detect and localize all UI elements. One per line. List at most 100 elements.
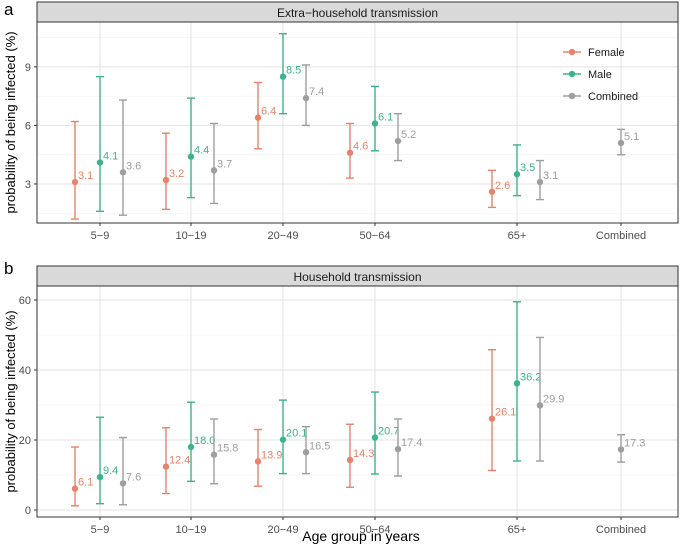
legend-label: Combined (588, 91, 638, 103)
point-combined (394, 137, 402, 145)
y-axis-title: probability of being infected (%) (3, 310, 18, 492)
panel-label: a (4, 0, 14, 19)
panel-title: Household transmission (293, 270, 421, 284)
point-combined (210, 451, 218, 458)
point-male (279, 73, 287, 80)
y-tick-label: 40 (19, 365, 31, 377)
point-combined (536, 178, 544, 186)
point-combined (302, 449, 310, 456)
legend: Female Male Combined (563, 47, 638, 103)
data-label: 36.2 (520, 371, 541, 383)
y-tick-label: 20 (19, 435, 31, 447)
data-label: 20.7 (378, 426, 399, 438)
data-label: 16.5 (309, 440, 330, 452)
point-female (488, 415, 496, 422)
panel-title: Extra−household transmission (277, 6, 438, 20)
x-tick-label: 20−49 (268, 230, 299, 242)
data-label: 7.4 (309, 86, 324, 98)
legend-key-combined-icon (568, 92, 576, 100)
legend-key-male-icon (568, 70, 576, 78)
data-label: 6.1 (78, 477, 93, 489)
point-male (513, 171, 521, 178)
data-label: 6.4 (261, 106, 276, 118)
point-combined (617, 139, 625, 147)
data-label: 4.6 (353, 141, 368, 153)
point-male (513, 380, 521, 387)
point-male (371, 434, 379, 441)
y-tick-label: 6 (25, 120, 31, 132)
data-label: 17.3 (624, 437, 645, 449)
x-tick-label: 50−64 (360, 230, 391, 242)
y-tick-label: 9 (25, 62, 31, 74)
panel-label: b (4, 259, 13, 278)
legend-label: Male (588, 69, 612, 81)
point-female (254, 458, 262, 465)
data-label: 7.6 (126, 471, 141, 483)
point-female (346, 149, 354, 156)
data-label: 18.0 (194, 435, 215, 447)
y-tick-label: 60 (19, 295, 31, 307)
data-label: 3.1 (543, 170, 558, 182)
data-label: 3.6 (126, 160, 141, 172)
point-female (162, 463, 170, 470)
point-combined (394, 445, 402, 453)
chart-panel-a: a Extra−household transmission 3 6 9 5−9 10−19… (3, 0, 679, 242)
x-tick-label: 5−9 (91, 524, 110, 536)
x-tick-label: 20−49 (268, 524, 299, 536)
point-combined (119, 169, 127, 176)
y-axis-title: probability of being infected (%) (3, 31, 18, 213)
point-combined (536, 402, 544, 409)
x-axis-title: Age group in years (302, 528, 420, 544)
data-label: 29.9 (543, 393, 564, 405)
point-combined (302, 94, 310, 102)
x-tick-label: 65+ (508, 524, 527, 536)
data-label: 5.2 (401, 129, 416, 141)
x-tick-label: 10−19 (176, 230, 207, 242)
data-label: 8.5 (286, 65, 301, 77)
data-label: 5.1 (624, 131, 639, 143)
panel-border (36, 21, 679, 224)
point-male (96, 473, 104, 481)
x-tick-label: Combined (596, 230, 646, 242)
y-tick-label: 3 (25, 179, 31, 191)
data-label: 26.1 (495, 407, 516, 419)
x-tick-label: Combined (596, 524, 646, 536)
data-label: 3.5 (520, 162, 535, 174)
data-label: 9.4 (103, 465, 118, 477)
point-male (371, 120, 379, 127)
panel-border (36, 285, 679, 518)
data-label: 13.9 (261, 449, 282, 461)
point-male (187, 443, 195, 451)
data-label: 3.1 (78, 170, 93, 182)
data-label: 17.4 (401, 437, 422, 449)
data-label: 15.8 (217, 443, 238, 455)
point-combined (119, 480, 127, 487)
data-label: 20.1 (286, 428, 307, 440)
point-male (96, 159, 104, 166)
point-combined (617, 446, 625, 453)
x-tick-label: 10−19 (176, 524, 207, 536)
y-tick-label: 0 (25, 505, 31, 517)
point-female (71, 178, 79, 186)
x-tick-label: 50−64 (360, 524, 391, 536)
data-label: 6.1 (378, 111, 393, 123)
point-combined (210, 167, 218, 174)
data-label: 3.2 (169, 168, 184, 180)
legend-key-female-icon (568, 48, 576, 56)
data-label: 3.7 (217, 158, 232, 170)
data-label: 2.6 (495, 180, 510, 192)
data-label: 14.3 (353, 448, 374, 460)
chart-panel-b: b Household transmission 0 20 40 60 5−9 10−19 20… (3, 259, 679, 536)
data-label: 12.4 (169, 455, 190, 467)
point-male (279, 436, 287, 443)
x-tick-label: 65+ (508, 230, 527, 242)
data-label: 4.1 (103, 151, 118, 163)
point-female (254, 114, 262, 121)
point-female (346, 456, 354, 464)
legend-label: Female (588, 47, 625, 59)
data-label: 4.4 (194, 145, 209, 157)
point-female (71, 485, 79, 492)
point-female (488, 188, 496, 195)
x-tick-label: 5−9 (91, 230, 110, 242)
